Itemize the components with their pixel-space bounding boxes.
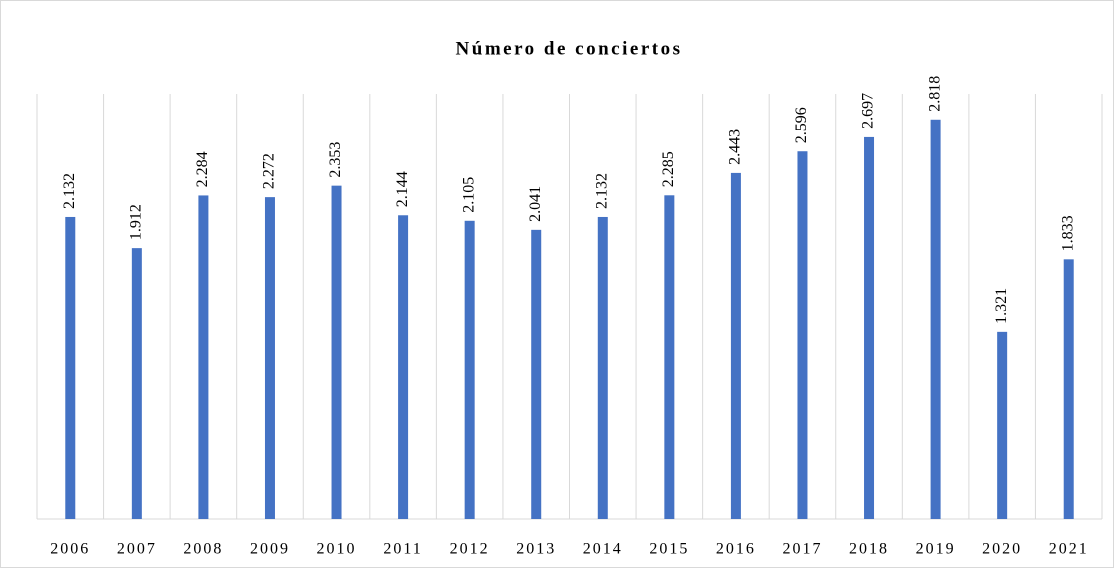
x-tick-label: 2010	[317, 541, 357, 558]
bar	[597, 216, 608, 519]
x-tick-label: 2009	[250, 541, 290, 558]
data-label: 2.285	[660, 151, 677, 187]
bar	[464, 220, 475, 519]
bar	[131, 248, 142, 519]
data-label: 1.833	[1059, 215, 1076, 251]
data-label: 2.353	[327, 142, 344, 178]
x-tick-label: 2012	[450, 541, 490, 558]
bar	[65, 216, 76, 519]
data-label: 2.596	[793, 107, 810, 143]
bar	[198, 195, 209, 519]
x-tick-label: 2006	[50, 541, 90, 558]
bar	[331, 185, 342, 520]
x-tick-label: 2019	[916, 541, 956, 558]
data-label: 2.132	[593, 173, 610, 209]
data-label: 2.041	[527, 186, 544, 222]
data-label: 2.818	[926, 76, 943, 112]
bar	[730, 172, 741, 520]
bar	[531, 229, 542, 519]
bar	[864, 136, 875, 520]
x-tick-label: 2020	[982, 541, 1022, 558]
data-label: 1.912	[128, 204, 145, 240]
data-label: 2.105	[460, 177, 477, 213]
data-label: 1.321	[993, 288, 1010, 324]
bar	[398, 215, 409, 519]
bar	[997, 331, 1008, 519]
chart-title: Número de conciertos	[456, 38, 683, 59]
x-tick-label: 2018	[849, 541, 889, 558]
bar	[1063, 259, 1074, 519]
x-tick-label: 2007	[117, 541, 157, 558]
x-tick-label: 2008	[183, 541, 223, 558]
bar	[264, 197, 275, 519]
data-label: 2.132	[61, 173, 78, 209]
data-label: 2.443	[727, 129, 744, 165]
bar	[930, 119, 941, 520]
x-tick-label: 2021	[1049, 541, 1089, 558]
x-tick-label: 2011	[383, 541, 422, 558]
data-label: 2.284	[194, 151, 211, 187]
x-tick-label: 2016	[716, 541, 756, 558]
x-tick-label: 2017	[782, 541, 822, 558]
x-tick-label: 2015	[649, 541, 689, 558]
x-tick-label: 2014	[583, 541, 623, 558]
bar	[664, 195, 675, 519]
x-tick-label: 2013	[516, 541, 556, 558]
data-label: 2.697	[860, 93, 877, 129]
data-label: 2.272	[261, 153, 278, 189]
bar	[797, 151, 808, 519]
data-label: 2.144	[394, 171, 411, 207]
